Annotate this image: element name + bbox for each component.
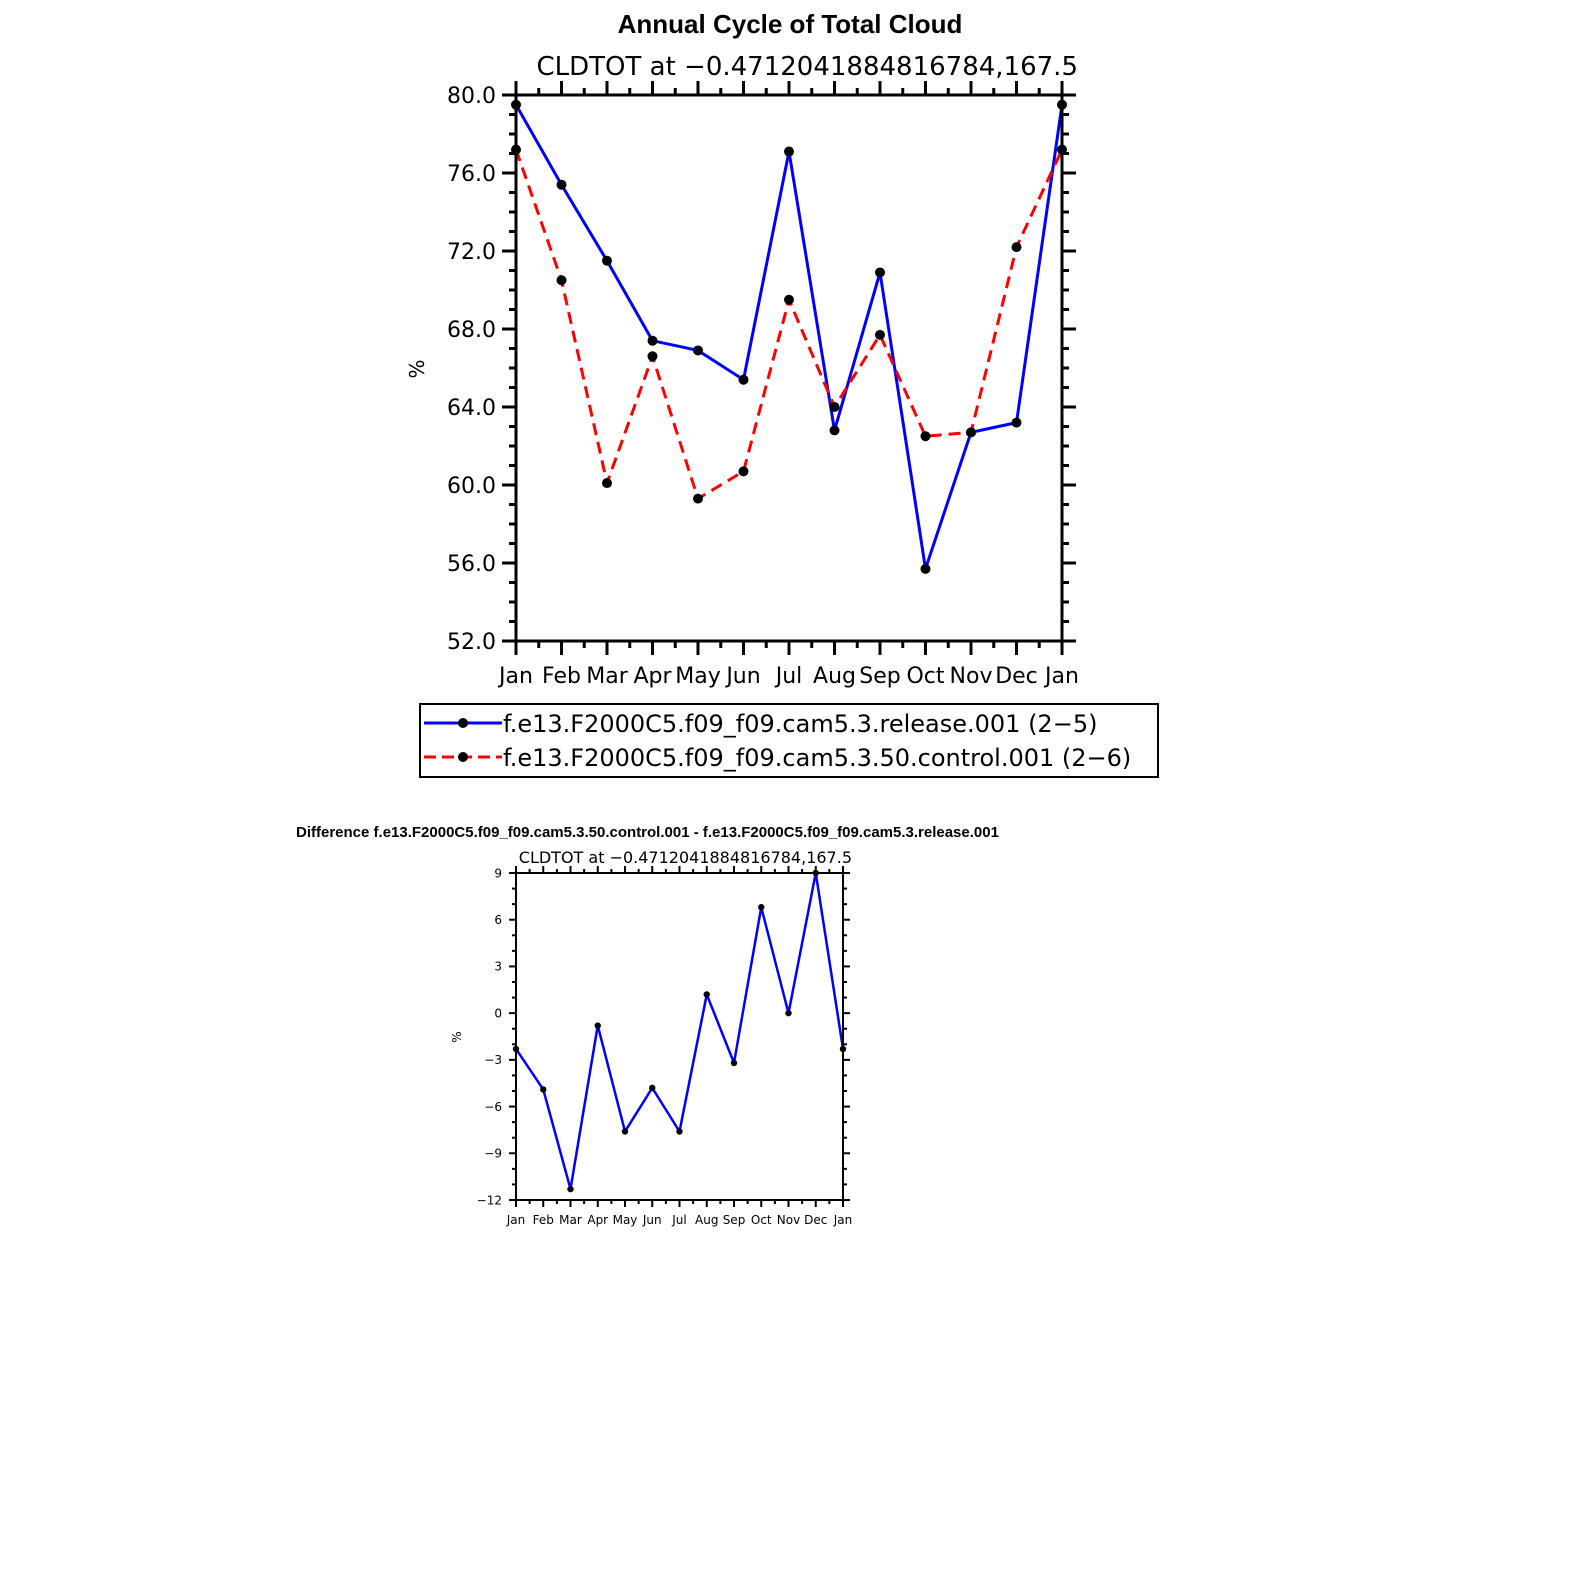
chart1-series-0-point <box>738 374 749 385</box>
chart1-series-0-point <box>647 335 658 346</box>
chart1-series-1-point <box>829 402 840 412</box>
chart2-xtick-label: Nov <box>777 1213 800 1227</box>
chart2-plot-area: Jan Feb Mar Apr May Jun Jul Aug Sep Oct Nov Dec Jan−… <box>477 866 853 1227</box>
chart1-legend: f.e13.F2000C5.f09_f09.cam5.3.release.001… <box>419 703 1159 778</box>
chart1-xtick-label: Sep <box>859 664 900 689</box>
chart2-ytick-label: 6 <box>494 913 502 927</box>
chart2-series-0-point <box>676 1128 683 1135</box>
chart2-title: Difference f.e13.F2000C5.f09_f09.cam5.3.… <box>296 824 999 841</box>
chart1-xtick-label: Apr <box>633 664 672 689</box>
chart1-title: Annual Cycle of Total Cloud <box>618 9 963 39</box>
chart1-series-1-point <box>966 427 976 438</box>
chart1-ytick-label: 72.0 <box>447 240 496 265</box>
chart1-ytick-label: 56.0 <box>447 552 496 577</box>
chart1-series-1-point <box>738 466 749 477</box>
chart2-xtick-label: Jan <box>833 1213 853 1227</box>
chart1-xtick-label: Jan <box>1043 664 1079 689</box>
chart1-xtick-label: Jun <box>724 664 760 689</box>
chart2-ytick-label: 9 <box>494 866 502 880</box>
chart2-series-0-point <box>540 1086 547 1093</box>
chart2-series-0-point <box>649 1084 656 1092</box>
chart1-series-0-point <box>556 179 567 190</box>
chart2-series-0-point <box>567 1185 574 1193</box>
chart1-series-0-point <box>1011 417 1022 428</box>
chart1-series-0-point <box>602 255 612 266</box>
chart1-series-0-point <box>829 425 840 436</box>
chart1-series-0-point <box>875 267 885 278</box>
chart2-series-0-point <box>594 1022 601 1029</box>
legend-label-release: f.e13.F2000C5.f09_f09.cam5.3.release.001… <box>503 710 1097 738</box>
chart1-series-0-point <box>784 146 794 157</box>
chart2-xtick-label: Dec <box>804 1213 827 1227</box>
chart1-ytick-label: 52.0 <box>447 630 496 655</box>
chart2-ytick-label: −12 <box>477 1193 502 1207</box>
chart1-xtick-label: May <box>675 664 720 689</box>
chart-annual-cycle: Annual Cycle of Total Cloud CLDTOT at −0… <box>405 9 1159 778</box>
chart2-xtick-label: Feb <box>533 1213 554 1227</box>
chart2-series-0-point <box>785 1009 792 1017</box>
chart2-series-0-point <box>758 904 765 911</box>
chart1-ylabel: % <box>405 359 429 378</box>
chart2-ytick-label: 0 <box>494 1006 502 1020</box>
chart2-xtick-label: Aug <box>695 1213 718 1227</box>
chart1-series-1-point <box>556 275 567 286</box>
legend-marker-release <box>458 718 468 728</box>
chart2-xtick-label: Jul <box>671 1213 686 1227</box>
chart2-ytick-label: −9 <box>484 1147 502 1161</box>
chart2-ytick-label: −3 <box>484 1053 502 1067</box>
chart1-xtick-label: Dec <box>995 664 1038 689</box>
chart2-xtick-label: Jan <box>506 1213 526 1227</box>
chart1-xtick-label: Nov <box>950 664 993 689</box>
chart2-xtick-label: Mar <box>559 1213 582 1227</box>
chart1-xtick-label: Oct <box>906 664 944 689</box>
chart1-xtick-label: Aug <box>813 664 856 689</box>
chart1-xtick-label: Feb <box>542 664 581 689</box>
chart2-xtick-label: Apr <box>587 1213 608 1227</box>
chart1-xtick-label: Jul <box>774 664 803 689</box>
chart2-ylabel: % <box>450 1031 464 1042</box>
chart2-series-0-point <box>730 1059 738 1067</box>
chart1-ytick-label: 60.0 <box>447 474 496 499</box>
chart2-series-0-point <box>703 991 710 998</box>
chart1-plot-area: Jan Feb Mar Apr May Jun Jul Aug Sep Oct Nov Dec Jan5… <box>447 81 1079 689</box>
chart1-series-1-point <box>647 351 658 362</box>
chart2-xtick-label: Oct <box>751 1213 772 1227</box>
chart2-series-0-point <box>621 1128 629 1135</box>
chart1-series-1-point <box>920 431 931 442</box>
chart1-series-0-point <box>920 563 931 574</box>
chart1-ytick-label: 80.0 <box>447 84 496 109</box>
chart2-ytick-label: −6 <box>484 1100 502 1114</box>
chart1-subtitle: CLDTOT at −0.4712041884816784,167.5 <box>536 52 1078 82</box>
legend-label-control: f.e13.F2000C5.f09_f09.cam5.3.50.control.… <box>503 744 1131 772</box>
chart1-series-0-point <box>693 345 703 356</box>
chart2-xtick-label: Jun <box>642 1213 662 1227</box>
chart1-xtick-label: Jan <box>497 664 533 689</box>
legend-marker-control <box>458 752 468 762</box>
chart1-ytick-label: 76.0 <box>447 162 496 187</box>
chart1-ytick-label: 68.0 <box>447 318 496 343</box>
chart1-series-1-point <box>693 493 703 504</box>
chart1-xtick-label: Mar <box>586 664 628 689</box>
chart1-legend-box <box>419 703 1159 778</box>
chart1-series-1-point <box>784 294 794 305</box>
chart-difference: Difference f.e13.F2000C5.f09_f09.cam5.3.… <box>296 824 999 1227</box>
chart1-series-1-point <box>602 478 612 489</box>
chart2-ytick-label: 3 <box>494 960 502 974</box>
chart1-series-1-point <box>1011 242 1022 253</box>
chart2-xtick-label: Sep <box>723 1213 746 1227</box>
chart2-subtitle: CLDTOT at −0.4712041884816784,167.5 <box>519 848 852 867</box>
chart1-ytick-label: 64.0 <box>447 396 496 421</box>
chart2-xtick-label: May <box>613 1213 638 1227</box>
chart1-series-1-point <box>875 329 885 340</box>
